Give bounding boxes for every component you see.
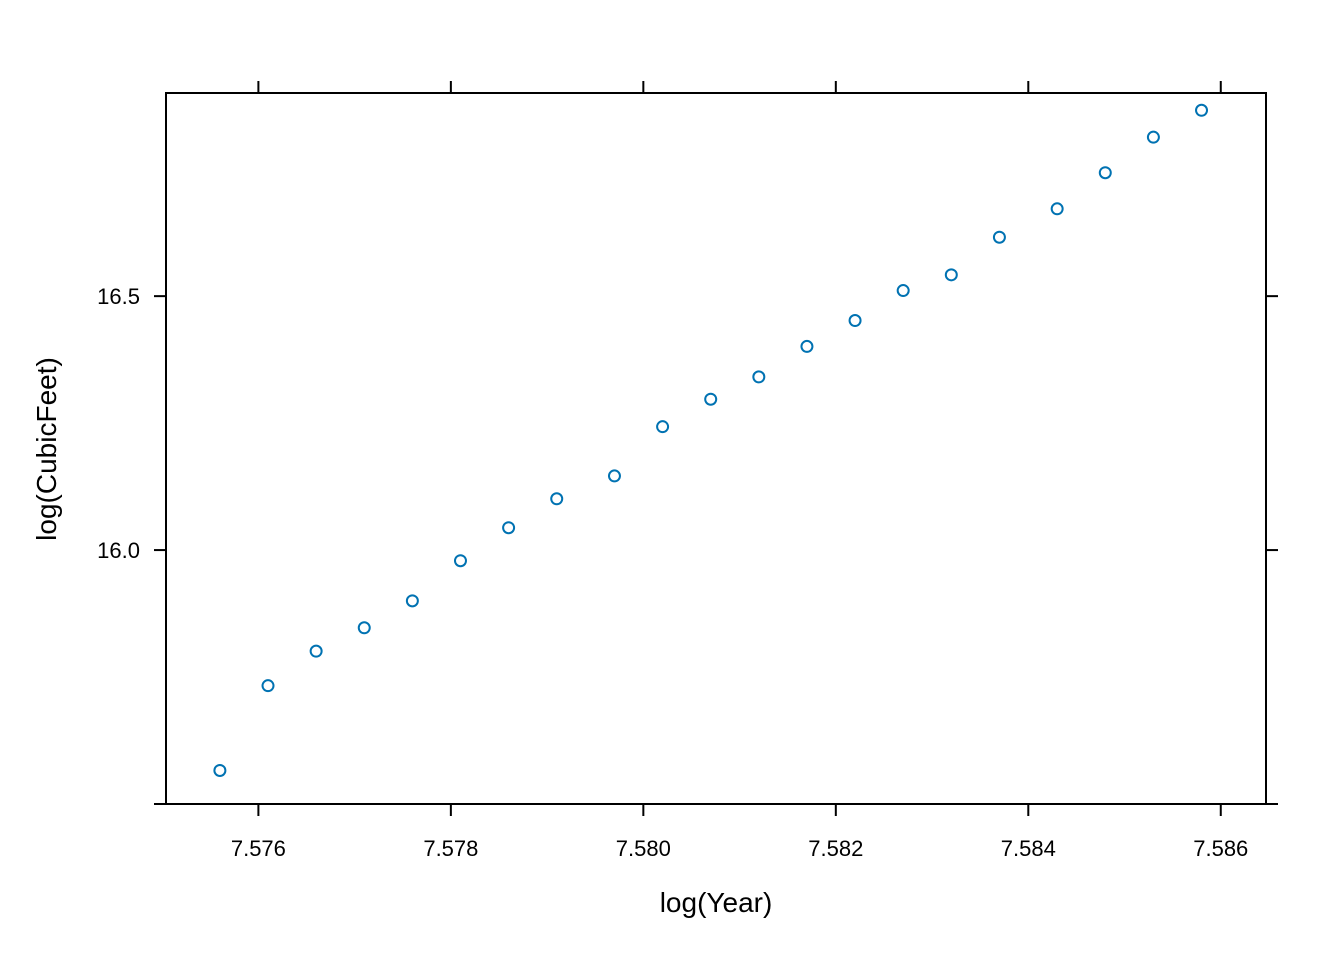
data-point — [800, 339, 814, 353]
data-point — [704, 392, 718, 406]
x-tick-label: 7.586 — [1193, 836, 1248, 861]
x-tick-label: 7.576 — [231, 836, 286, 861]
x-tick-label: 7.578 — [423, 836, 478, 861]
x-tick-label: 7.582 — [808, 836, 863, 861]
data-point — [1050, 202, 1064, 216]
data-point — [848, 314, 862, 328]
data-point — [261, 679, 275, 693]
y-tick-label: 16.5 — [97, 284, 140, 309]
x-tick-label: 7.584 — [1001, 836, 1056, 861]
data-point — [550, 492, 564, 506]
data-point — [992, 230, 1006, 244]
data-point — [1098, 166, 1112, 180]
data-point — [1195, 103, 1209, 117]
x-axis-bottom-ticks: 7.576 7.578 7.580 7.582 7.584 7.586 — [231, 804, 1248, 861]
data-point — [357, 621, 371, 635]
y-axis-left-ticks: 16.0 16.5 — [97, 284, 166, 805]
data-point — [502, 521, 516, 535]
y-axis-right-ticks — [1266, 295, 1278, 805]
y-axis-label: log(CubicFeet) — [31, 357, 62, 541]
data-point — [607, 469, 621, 483]
data-point — [213, 763, 227, 777]
x-tick-label: 7.580 — [616, 836, 671, 861]
data-point — [405, 594, 419, 608]
data-point — [309, 644, 323, 658]
x-axis-label: log(Year) — [660, 887, 773, 918]
data-point — [453, 554, 467, 568]
data-point — [656, 420, 670, 434]
data-point — [896, 284, 910, 298]
data-point — [1146, 130, 1160, 144]
data-points — [213, 103, 1209, 777]
y-tick-label: 16.0 — [97, 538, 140, 563]
x-axis-top-ticks — [257, 81, 1222, 93]
data-point — [944, 268, 958, 282]
plot-frame — [165, 92, 1267, 805]
data-point — [752, 370, 766, 384]
